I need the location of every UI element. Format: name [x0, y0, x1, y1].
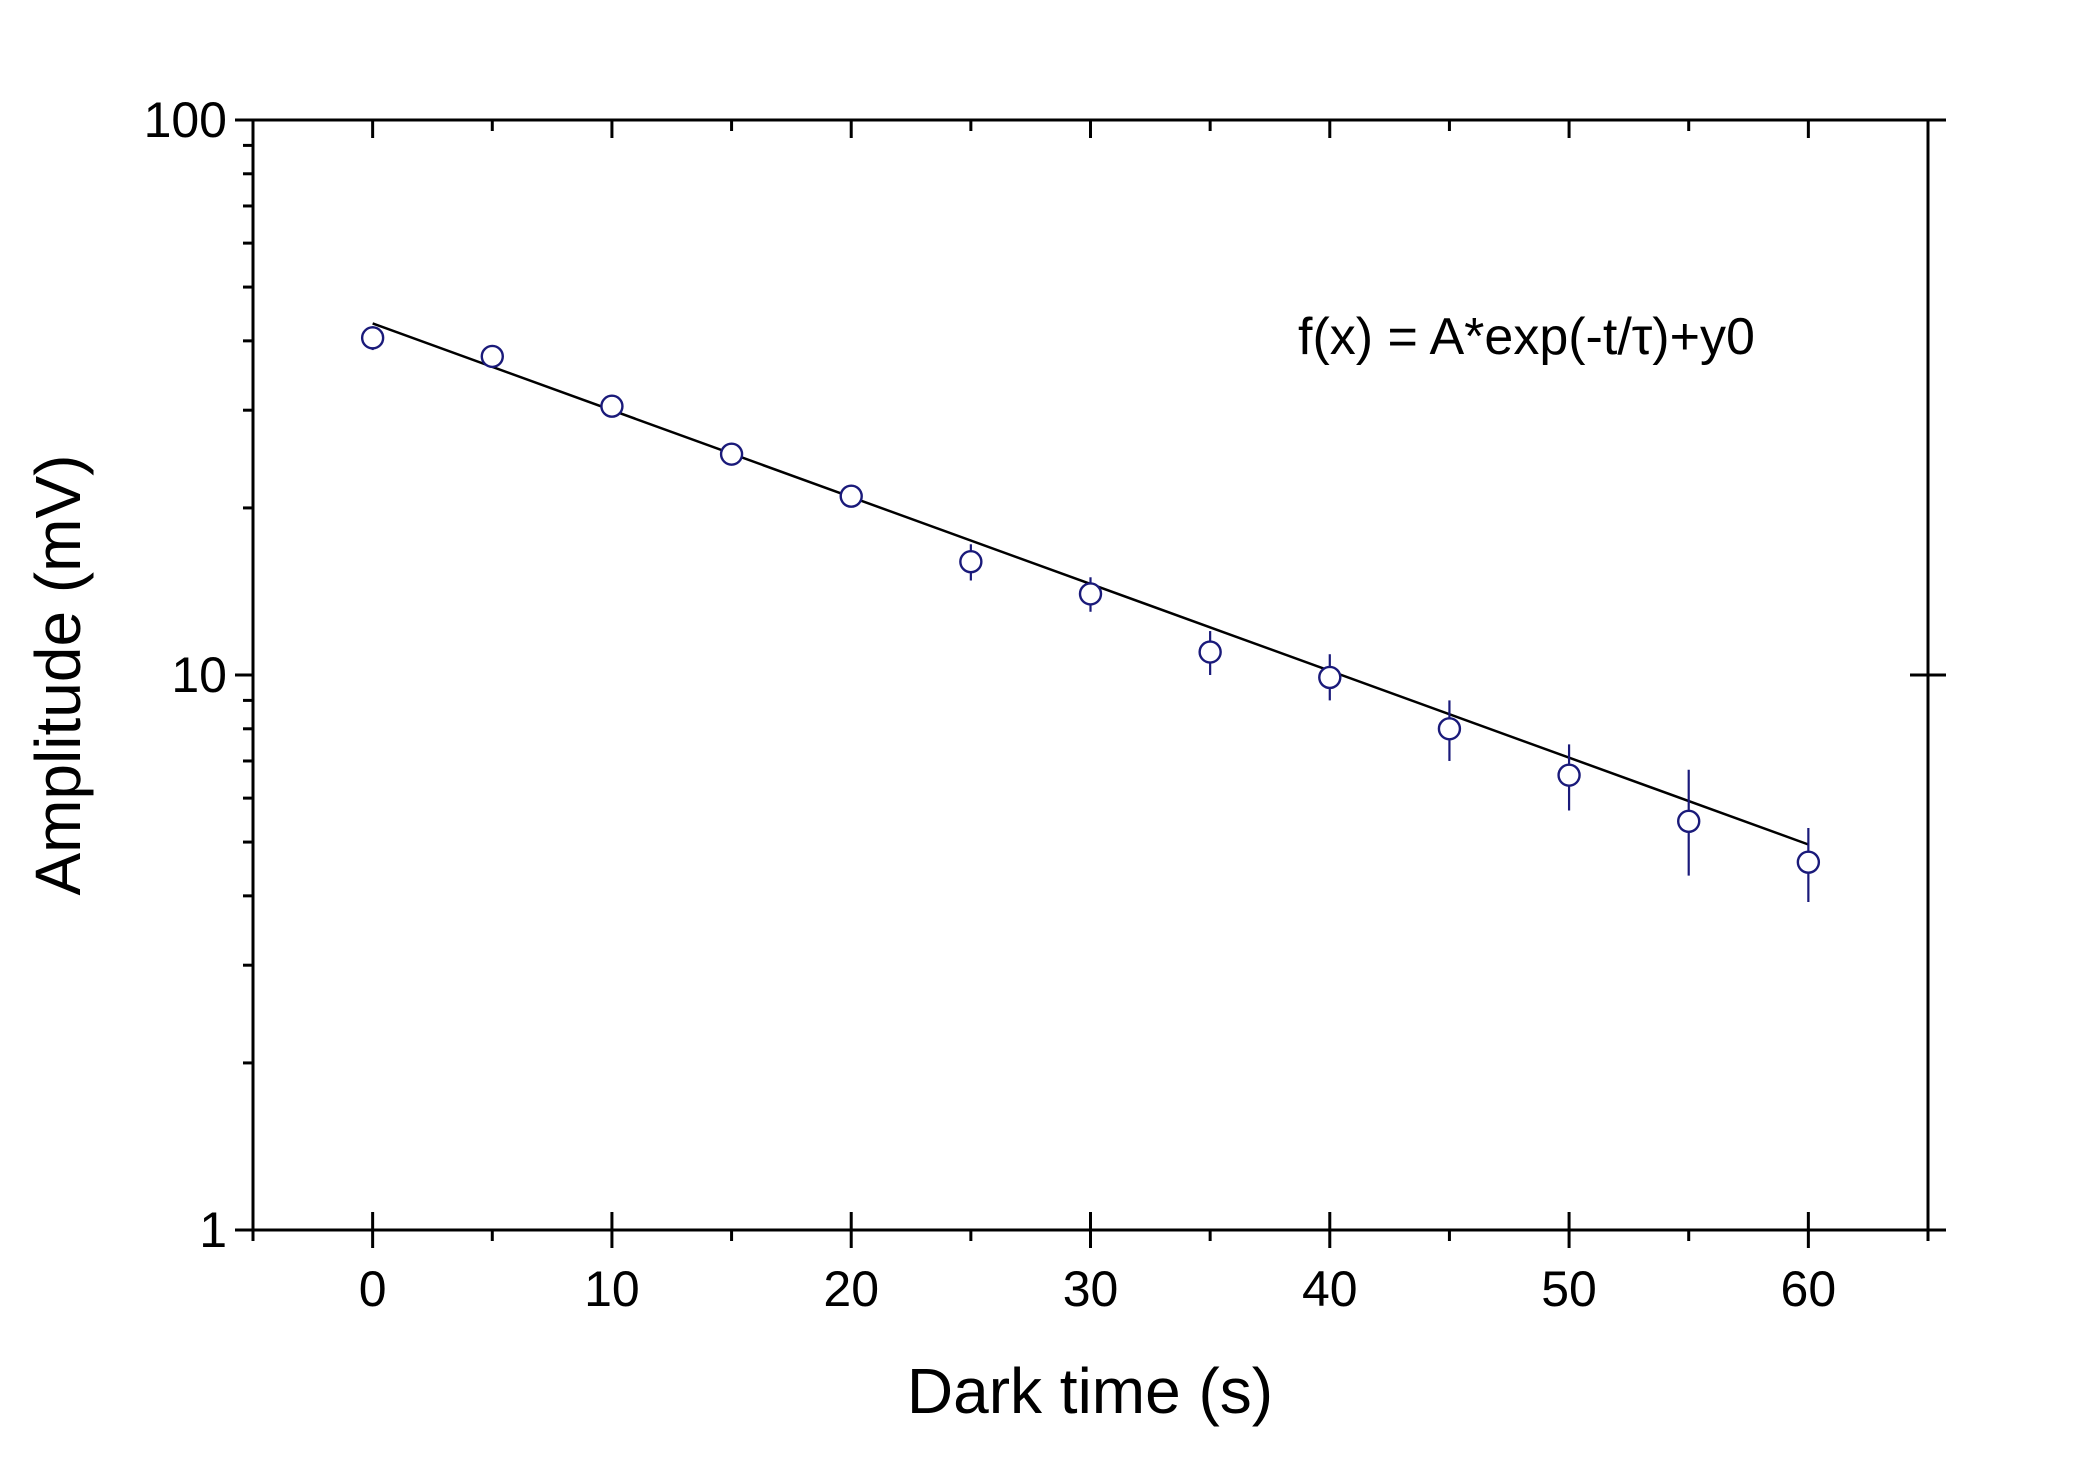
data-point	[480, 344, 504, 369]
x-axis-title: Dark time (s)	[907, 1355, 1273, 1427]
y-axis-tick-labels: 1 10 100	[144, 92, 227, 1258]
x-tick-label: 10	[584, 1261, 640, 1317]
data-point	[360, 326, 385, 350]
x-tick-label: 40	[1302, 1261, 1358, 1317]
x-tick-label: 0	[359, 1261, 387, 1317]
data-point	[1198, 640, 1222, 664]
data-point	[1318, 665, 1342, 690]
data-point	[1677, 809, 1701, 833]
y-axis-title: Amplitude (mV)	[22, 455, 94, 896]
data-point	[1796, 850, 1821, 874]
data-point	[1557, 763, 1581, 787]
x-tick-label: 60	[1781, 1261, 1837, 1317]
data-point	[839, 484, 863, 508]
x-tick-label: 20	[823, 1261, 879, 1317]
data-point	[959, 550, 983, 574]
x-tick-label: 30	[1063, 1261, 1119, 1317]
y-tick-label: 100	[144, 92, 227, 148]
plot-frame	[251, 118, 1930, 1232]
x-axis-tick-labels: 0 10 20 30 40 50 60	[359, 1261, 1836, 1317]
y-axis-ticks	[235, 118, 1946, 1232]
y-tick-label: 10	[171, 647, 227, 703]
data-point	[600, 394, 624, 418]
data-point	[1437, 717, 1462, 741]
y-tick-label: 1	[199, 1202, 227, 1258]
data-point	[719, 442, 744, 466]
data-point	[1078, 582, 1103, 606]
x-tick-label: 50	[1541, 1261, 1597, 1317]
x-axis-ticks	[251, 120, 1930, 1248]
fit-equation-annotation: f(x) = A*exp(-t/τ)+y0	[1298, 308, 1755, 366]
data-points-layer	[360, 326, 1821, 902]
